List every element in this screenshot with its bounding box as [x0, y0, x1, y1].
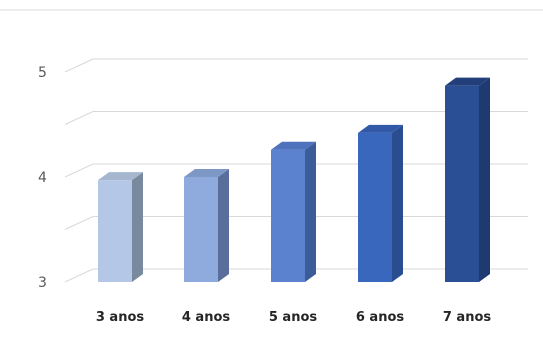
y-axis-ticks: 3 4 5: [38, 65, 47, 291]
bar-front: [98, 180, 132, 282]
bar-side: [392, 124, 403, 283]
x-tick-label: 5 anos: [269, 310, 318, 325]
x-tick-label: 6 anos: [356, 310, 405, 325]
gridline-diagonal: [64, 163, 94, 178]
x-tick-label: 4 anos: [182, 310, 231, 325]
bar: [445, 77, 490, 283]
y-tick-label: 5: [38, 65, 47, 81]
bar-side: [132, 172, 143, 282]
gridline-diagonal: [64, 268, 94, 283]
x-tick-label: 7 anos: [443, 310, 492, 325]
bar-side: [479, 77, 490, 283]
bar: [358, 124, 403, 283]
x-axis-ticks: 3 anos 4 anos 5 anos 6 anos 7 anos: [96, 310, 492, 325]
bar-top: [445, 77, 490, 86]
x-tick-label: 3 anos: [96, 310, 145, 325]
bar: [184, 169, 229, 282]
y-tick-label: 3: [38, 275, 47, 291]
bar-front: [271, 149, 305, 282]
bar-side: [305, 141, 316, 282]
gridline-diagonal: [64, 111, 94, 125]
bar-front: [184, 177, 218, 282]
bar: [98, 172, 143, 282]
bar-front: [358, 132, 392, 282]
bar-top: [271, 141, 316, 150]
bar-top: [184, 169, 229, 177]
bar: [271, 141, 316, 282]
bar-top: [98, 172, 143, 181]
gridline-diagonal: [64, 58, 94, 73]
bar-top: [358, 124, 403, 133]
bars: [98, 77, 490, 283]
gridline-diagonal: [64, 216, 94, 230]
y-tick-label: 4: [38, 170, 47, 186]
bar-front: [445, 85, 479, 283]
bar-side: [218, 169, 229, 282]
